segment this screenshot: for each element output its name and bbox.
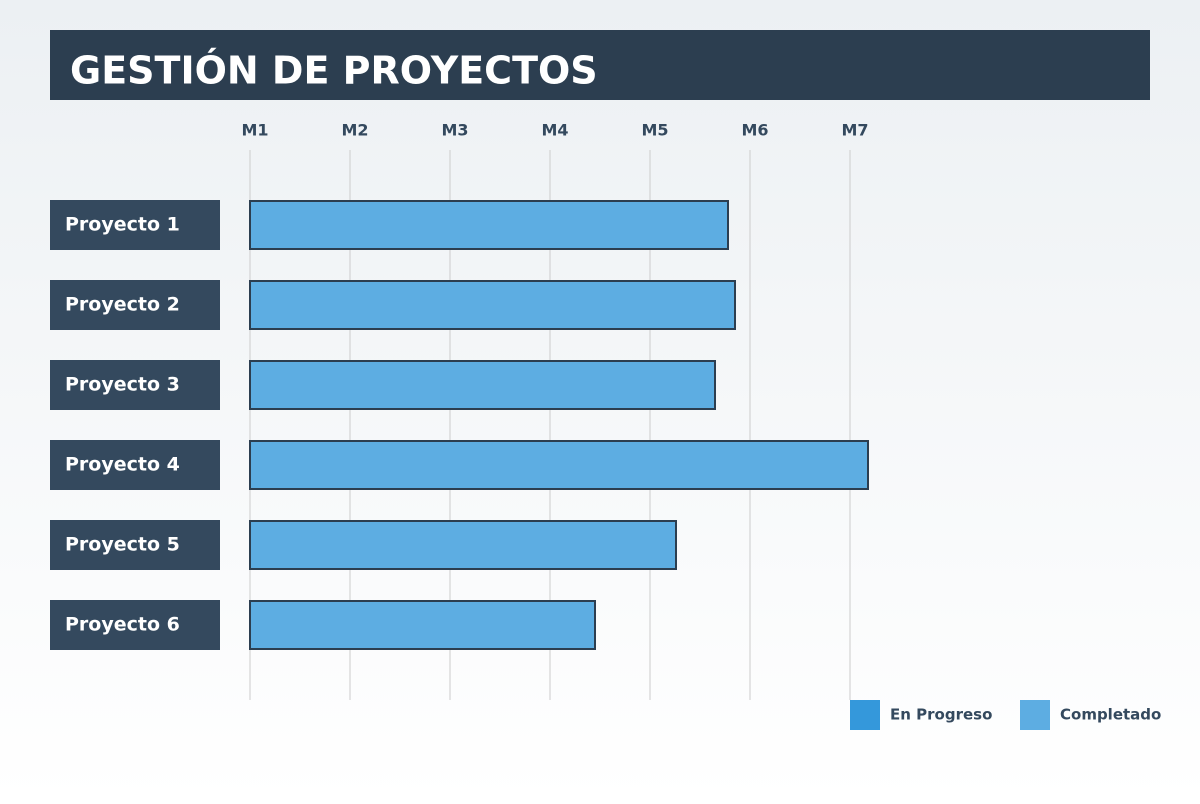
row-label-box bbox=[50, 360, 220, 410]
row-label-box bbox=[50, 200, 220, 250]
legend-swatch bbox=[850, 700, 880, 730]
x-tick-label: M5 bbox=[641, 121, 668, 140]
x-tick-label: M4 bbox=[541, 121, 568, 140]
x-tick-label: M2 bbox=[341, 121, 368, 140]
bar bbox=[249, 440, 869, 490]
bar bbox=[249, 200, 729, 250]
row-label-box bbox=[50, 280, 220, 330]
legend-label: Completado bbox=[1060, 706, 1161, 724]
row-label-box bbox=[50, 600, 220, 650]
row-label: Proyecto 4 bbox=[65, 454, 180, 476]
x-tick-label: M1 bbox=[241, 121, 268, 140]
row-label: Proyecto 5 bbox=[65, 534, 180, 556]
title-banner bbox=[50, 30, 1150, 100]
legend-label: En Progreso bbox=[890, 706, 992, 724]
x-tick-label: M6 bbox=[741, 121, 768, 140]
row-label: Proyecto 1 bbox=[65, 214, 180, 236]
row-label: Proyecto 6 bbox=[65, 614, 180, 636]
bar bbox=[249, 520, 677, 570]
bar bbox=[249, 600, 596, 650]
row-label: Proyecto 2 bbox=[65, 294, 180, 316]
row-label-box bbox=[50, 440, 220, 490]
row-label: Proyecto 3 bbox=[65, 374, 180, 396]
legend-swatch bbox=[1020, 700, 1050, 730]
x-tick-label: M3 bbox=[441, 121, 468, 140]
chart-title: GESTIÓN DE PROYECTOS bbox=[70, 49, 598, 93]
bar bbox=[249, 360, 716, 410]
bar bbox=[249, 280, 736, 330]
x-tick-label: M7 bbox=[841, 121, 868, 140]
row-label-box bbox=[50, 520, 220, 570]
